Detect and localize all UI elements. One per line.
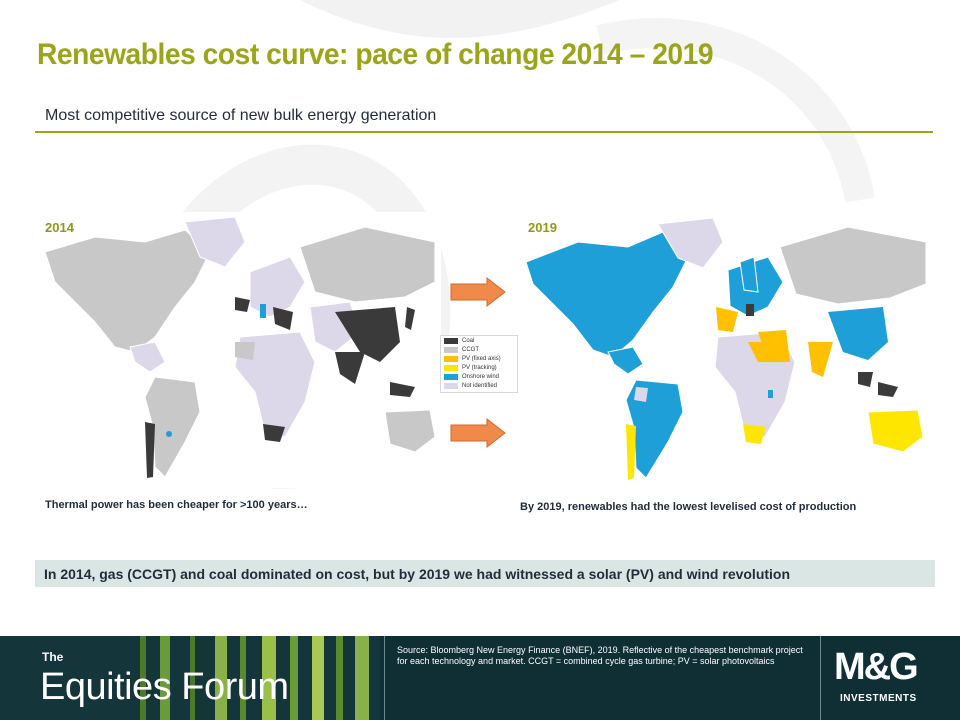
footer: The Equities Forum Source: Bloomberg New… — [0, 636, 960, 720]
caption-2019: By 2019, renewables had the lowest level… — [520, 501, 857, 513]
legend-label: Onshore wind — [462, 374, 500, 380]
mg-logo-subtitle: INVESTMENTS — [840, 693, 917, 704]
mg-logo: M&G — [834, 646, 919, 688]
arrow-bottom-icon — [450, 418, 506, 448]
legend-item-pv-tracking: PV (tracking) — [441, 364, 517, 372]
map-year-2019: 2019 — [528, 220, 557, 235]
map-2019: 2019 — [518, 212, 932, 488]
map-2014: 2014 — [35, 212, 441, 488]
legend-label: CCGT — [462, 347, 479, 353]
legend-swatch — [444, 347, 458, 353]
footer-divider-right — [820, 636, 821, 720]
legend-label: PV (fixed axis) — [462, 356, 501, 362]
arrow-top-icon — [450, 277, 506, 307]
map-year-2014: 2014 — [45, 220, 74, 235]
grass-photo-background — [0, 636, 380, 720]
legend-item-onshore-wind: Onshore wind — [441, 373, 517, 381]
brand-name: Equities Forum — [40, 666, 289, 708]
caption-2014: Thermal power has been cheaper for >100 … — [45, 499, 308, 511]
map-legend: Coal CCGT PV (fixed axis) PV (tracking) … — [440, 335, 518, 393]
legend-swatch — [444, 338, 458, 344]
legend-item-not-identified: Not identified — [441, 382, 517, 390]
footer-divider-left — [384, 636, 385, 720]
subtitle-divider — [35, 131, 933, 133]
legend-swatch — [444, 356, 458, 362]
legend-label: PV (tracking) — [462, 365, 497, 371]
legend-swatch — [444, 374, 458, 380]
legend-item-ccgt: CCGT — [441, 346, 517, 354]
world-map-2014-graphic — [44, 216, 436, 478]
legend-label: Not identified — [462, 383, 498, 389]
legend-swatch — [444, 365, 458, 371]
legend-item-pv-fixed: PV (fixed axis) — [441, 355, 517, 363]
summary-banner-text: In 2014, gas (CCGT) and coal dominated o… — [44, 565, 791, 582]
world-map-2019-graphic — [525, 217, 927, 480]
brand-the: The — [42, 650, 64, 664]
page-subtitle: Most competitive source of new bulk ener… — [45, 107, 437, 124]
source-note: Source: Bloomberg New Energy Finance (BN… — [397, 645, 803, 666]
page-title: Renewables cost curve: pace of change 20… — [37, 38, 714, 71]
legend-swatch — [444, 383, 458, 389]
legend-label: Coal — [462, 338, 475, 344]
legend-item-coal: Coal — [441, 337, 517, 345]
summary-banner: In 2014, gas (CCGT) and coal dominated o… — [35, 560, 935, 587]
